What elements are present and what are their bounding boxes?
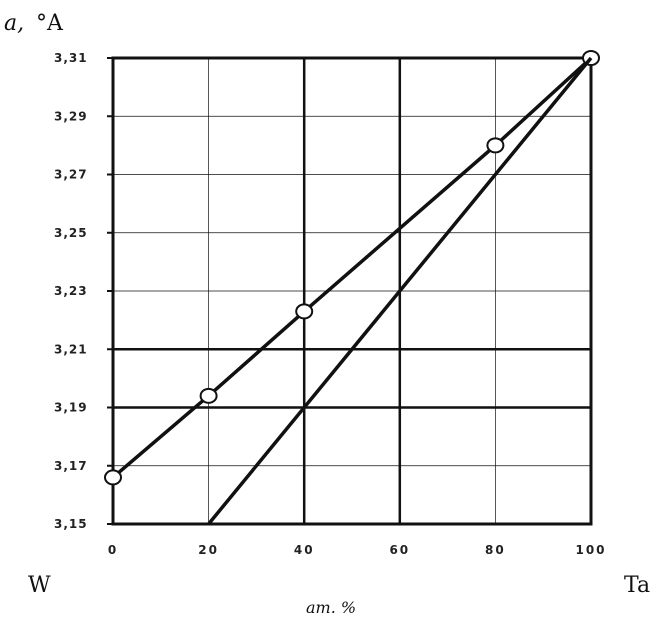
y-tick-label: 3,15 — [54, 517, 88, 531]
y-tick-labels: 3,15 3,17 3,19 3,21 3,23 3,25 3,27 3,29 3,31 — [54, 51, 113, 531]
x-tick-label: 100 — [575, 543, 606, 557]
y-tick-label: 3,17 — [54, 459, 88, 473]
y-tick-label: 3,27 — [54, 168, 88, 182]
series-line — [207, 56, 593, 526]
data-point-marker — [104, 469, 122, 486]
x-tick-label: 80 — [485, 543, 506, 557]
y-tick-label: 3,21 — [54, 342, 88, 356]
left-end-label: W — [28, 573, 51, 598]
x-tick-label: 0 — [108, 543, 118, 557]
right-end-label: Ta — [624, 573, 650, 598]
y-tick-label: 3,25 — [54, 226, 88, 240]
y-axis-variable: a, — [4, 11, 24, 36]
data-point-marker — [199, 387, 218, 404]
data-point-marker — [486, 137, 505, 154]
x-axis-label: ат. % — [306, 598, 356, 617]
x-tick-label: 60 — [389, 543, 410, 557]
x-tick-label: 40 — [294, 543, 315, 557]
grid — [112, 57, 592, 525]
y-tick-label: 3,29 — [54, 109, 88, 123]
series-line — [111, 56, 593, 479]
y-tick-label: 3,19 — [54, 401, 88, 415]
data-point-marker — [295, 303, 314, 320]
y-tick-label: 3,31 — [54, 51, 88, 65]
series-group — [104, 50, 600, 526]
x-tick-labels: 0 20 40 60 80 100 — [108, 543, 606, 557]
x-tick-label: 20 — [198, 543, 219, 557]
y-tick-label: 3,23 — [54, 284, 88, 298]
y-axis-unit: °A — [36, 11, 64, 36]
